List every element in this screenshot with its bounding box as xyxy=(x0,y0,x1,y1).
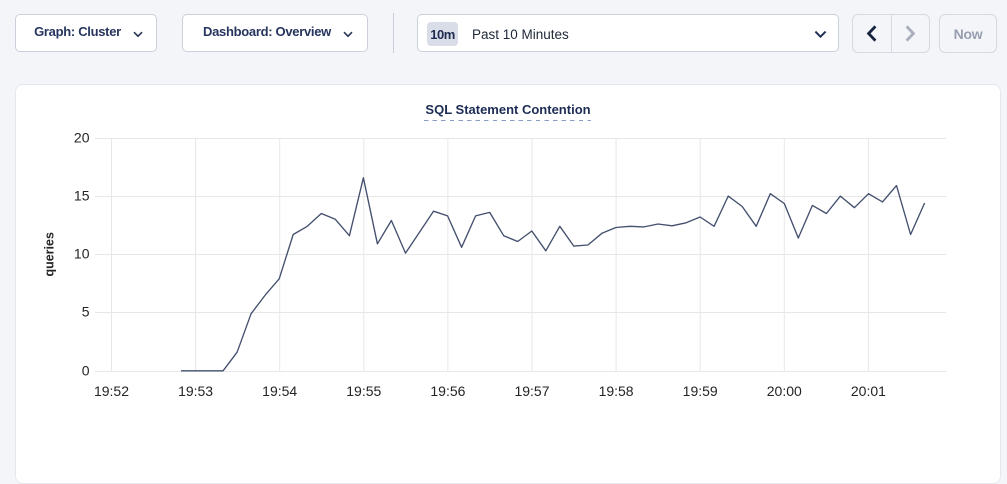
svg-text:queries: queries xyxy=(42,232,56,277)
svg-text:0: 0 xyxy=(82,363,90,379)
svg-text:19:57: 19:57 xyxy=(514,383,549,399)
svg-text:20:01: 20:01 xyxy=(851,383,886,399)
svg-text:20:00: 20:00 xyxy=(767,383,802,399)
svg-text:19:53: 19:53 xyxy=(178,383,213,399)
svg-text:15: 15 xyxy=(74,188,90,204)
svg-text:20: 20 xyxy=(74,130,90,146)
svg-text:19:59: 19:59 xyxy=(683,383,718,399)
svg-text:5: 5 xyxy=(82,304,90,320)
svg-text:19:58: 19:58 xyxy=(599,383,634,399)
svg-text:19:52: 19:52 xyxy=(94,383,129,399)
svg-text:19:54: 19:54 xyxy=(262,383,297,399)
svg-text:10: 10 xyxy=(74,246,90,262)
svg-text:19:55: 19:55 xyxy=(346,383,381,399)
svg-text:19:56: 19:56 xyxy=(430,383,465,399)
